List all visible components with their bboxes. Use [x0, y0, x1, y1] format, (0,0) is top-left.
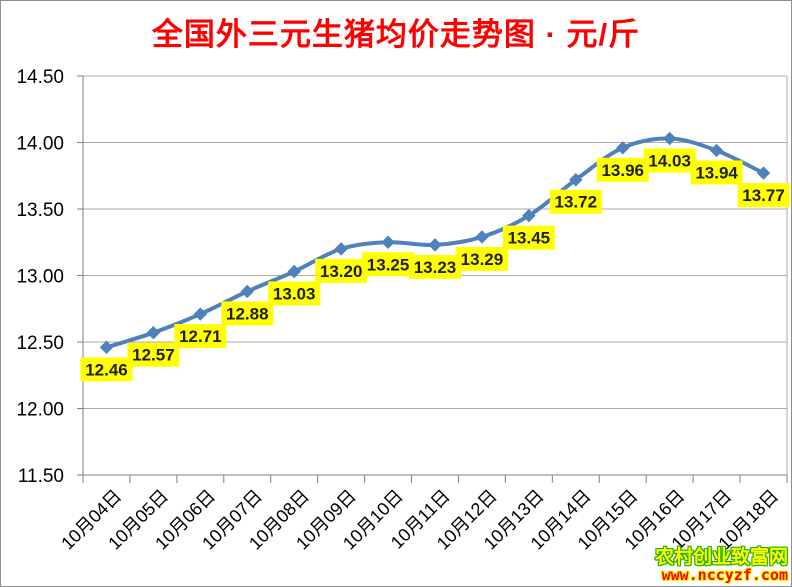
data-label-bg [80, 357, 133, 382]
data-label: 14.03 [648, 152, 691, 171]
data-label-bg [221, 301, 274, 326]
data-label-bg [643, 148, 696, 173]
data-label-bg [362, 252, 415, 277]
data-label-bg [174, 324, 227, 349]
data-label: 12.57 [132, 346, 175, 365]
watermark: 农村创业致富网 www.nccyzf.com [655, 548, 788, 584]
data-point-marker [240, 284, 254, 299]
data-label-bg [268, 281, 321, 306]
data-label-bg [502, 225, 555, 250]
data-point-marker [193, 307, 208, 321]
data-point-marker [428, 238, 442, 252]
data-label: 13.25 [367, 255, 410, 274]
data-point-marker [756, 166, 771, 180]
data-point-marker [99, 340, 114, 355]
chart-title: 全国外三元生猪均价走势图 · 元/斤 [151, 17, 641, 52]
data-label: 13.45 [508, 229, 551, 248]
watermark-site-name: 农村创业致富网 [654, 547, 788, 569]
data-label: 12.88 [226, 304, 269, 323]
data-label: 13.72 [555, 193, 598, 212]
data-label: 12.71 [179, 327, 222, 346]
data-point-marker [662, 131, 677, 146]
data-label-bg [549, 189, 602, 214]
data-label-bg [127, 342, 180, 367]
data-point-marker [146, 325, 161, 340]
data-point-marker [616, 141, 630, 155]
data-point-marker [381, 235, 395, 249]
data-label-bg [737, 183, 790, 208]
data-label: 13.94 [695, 163, 738, 182]
data-label: 13.29 [461, 250, 504, 269]
data-point-marker [287, 264, 301, 279]
data-point-marker [334, 242, 348, 256]
data-label: 13.77 [742, 186, 785, 205]
data-point-marker [709, 143, 724, 158]
data-label: 13.03 [273, 285, 316, 304]
y-axis-label: 14.00 [16, 134, 64, 155]
data-label-bg [596, 157, 649, 182]
y-axis-label: 12.50 [16, 333, 64, 354]
y-axis-label: 12.00 [16, 400, 64, 421]
data-label: 13.20 [320, 262, 363, 281]
data-label: 12.46 [85, 360, 128, 379]
data-label: 13.23 [414, 258, 457, 277]
data-label: 13.96 [601, 161, 644, 180]
data-point-marker [522, 208, 536, 223]
y-axis-label: 11.50 [18, 466, 64, 487]
watermark-site-url: www.nccyzf.com [661, 566, 788, 585]
data-label-bg [455, 246, 508, 271]
data-label-bg [690, 160, 743, 185]
data-point-marker [569, 173, 583, 187]
data-label-bg [409, 254, 461, 279]
y-axis-label: 13.50 [16, 200, 64, 221]
data-point-marker [475, 230, 489, 244]
y-axis-label: 13.00 [16, 267, 64, 288]
y-axis-label: 14.50 [16, 67, 64, 88]
data-label-bg [315, 258, 368, 283]
